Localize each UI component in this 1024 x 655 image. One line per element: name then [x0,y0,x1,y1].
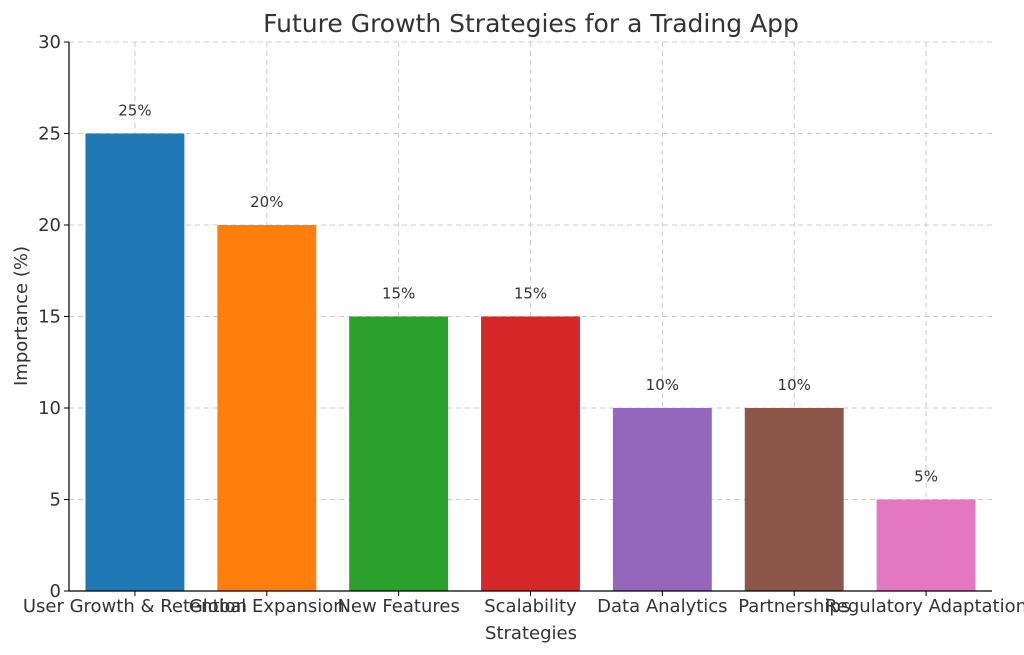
bar [217,225,317,591]
y-tick-label: 10 [38,398,61,419]
labels: 0 5 10 15 20 25 30 25% User Growth & Retention 20… [23,32,1024,617]
y-tick-label: 15 [38,307,61,328]
data-label: 15% [382,285,415,303]
x-tick-label: Partnerships [738,596,850,617]
bar [744,408,844,591]
bar [876,499,976,591]
y-tick-label: 0 [50,581,61,602]
x-tick-label: User Growth & Retention [23,596,247,617]
x-tick-label: Global Expansion [189,596,345,617]
data-label: 20% [250,193,283,211]
data-label: 10% [778,376,811,394]
y-tick-label: 5 [50,490,61,511]
x-tick-label: Data Analytics [597,596,727,617]
data-label: 15% [514,285,547,303]
y-tick-label: 30 [38,32,61,53]
bar [85,133,185,591]
bars [85,133,976,591]
data-label: 25% [118,102,151,120]
x-axis-label: Strategies [485,623,577,644]
y-axis-label: Importance (%) [11,246,32,386]
y-tick-label: 25 [38,124,61,145]
bar [349,316,449,591]
chart-title: Future Growth Strategies for a Trading A… [263,9,799,38]
bar [612,408,712,591]
data-label: 10% [646,376,679,394]
data-label: 5% [914,468,938,486]
x-tick-label: Regulatory Adaptation [825,596,1024,617]
y-tick-label: 20 [38,215,61,236]
bar [481,316,580,591]
axes [64,41,992,596]
x-tick-label: New Features [337,596,459,617]
x-tick-label: Scalability [484,596,577,617]
